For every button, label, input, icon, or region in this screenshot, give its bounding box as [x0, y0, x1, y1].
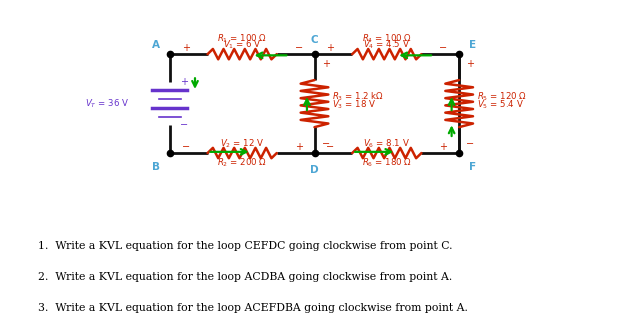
Text: 3.  Write a KVL equation for the loop ACEFDBA going clockwise from point A.: 3. Write a KVL equation for the loop ACE…: [38, 303, 467, 314]
Text: $V_{6}$ = 8.1 V: $V_{6}$ = 8.1 V: [364, 137, 410, 150]
Text: $R_{1}$ = 100 Ω: $R_{1}$ = 100 Ω: [217, 33, 267, 45]
Text: +: +: [440, 142, 447, 152]
Text: −: −: [440, 43, 447, 53]
Text: −: −: [326, 142, 334, 152]
Text: +: +: [322, 59, 330, 69]
Text: $V_{4}$ = 4.5 V: $V_{4}$ = 4.5 V: [364, 39, 410, 51]
Text: $V_{1}$ = 6 V: $V_{1}$ = 6 V: [223, 39, 262, 51]
Text: +: +: [467, 59, 474, 69]
Text: B: B: [152, 162, 160, 172]
Text: $R_{4}$ = 100 Ω: $R_{4}$ = 100 Ω: [362, 33, 412, 45]
Text: 1.  Write a KVL equation for the loop CEFDC going clockwise from point C.: 1. Write a KVL equation for the loop CEF…: [38, 241, 452, 251]
Text: +: +: [295, 142, 303, 152]
Text: +: +: [326, 43, 334, 53]
Text: −: −: [295, 43, 303, 53]
Text: $V_T$ = 36 V: $V_T$ = 36 V: [85, 97, 129, 110]
Text: $R_{2}$ = 200 Ω: $R_{2}$ = 200 Ω: [217, 156, 267, 169]
Text: $R_5$ = 120 Ω: $R_5$ = 120 Ω: [477, 90, 527, 103]
Text: −: −: [467, 139, 474, 148]
Text: $R_3$ = 1.2 kΩ: $R_3$ = 1.2 kΩ: [332, 90, 384, 103]
Text: +: +: [182, 43, 189, 53]
Text: $V_5$ = 5.4 V: $V_5$ = 5.4 V: [477, 98, 524, 111]
Text: A: A: [152, 40, 160, 50]
Text: $V_{2}$ = 12 V: $V_{2}$ = 12 V: [220, 137, 264, 150]
Text: −: −: [182, 142, 189, 152]
Text: E: E: [469, 40, 477, 50]
Text: 2.  Write a KVL equation for the loop ACDBA going clockwise from point A.: 2. Write a KVL equation for the loop ACD…: [38, 272, 452, 282]
Text: +: +: [180, 77, 187, 87]
Text: D: D: [310, 164, 319, 175]
Text: $R_{6}$ = 180 Ω: $R_{6}$ = 180 Ω: [362, 156, 412, 169]
Text: C: C: [311, 35, 318, 45]
Text: F: F: [469, 162, 477, 172]
Text: $V_3$ = 18 V: $V_3$ = 18 V: [332, 98, 376, 111]
Text: −: −: [180, 120, 187, 130]
Text: −: −: [322, 139, 330, 148]
